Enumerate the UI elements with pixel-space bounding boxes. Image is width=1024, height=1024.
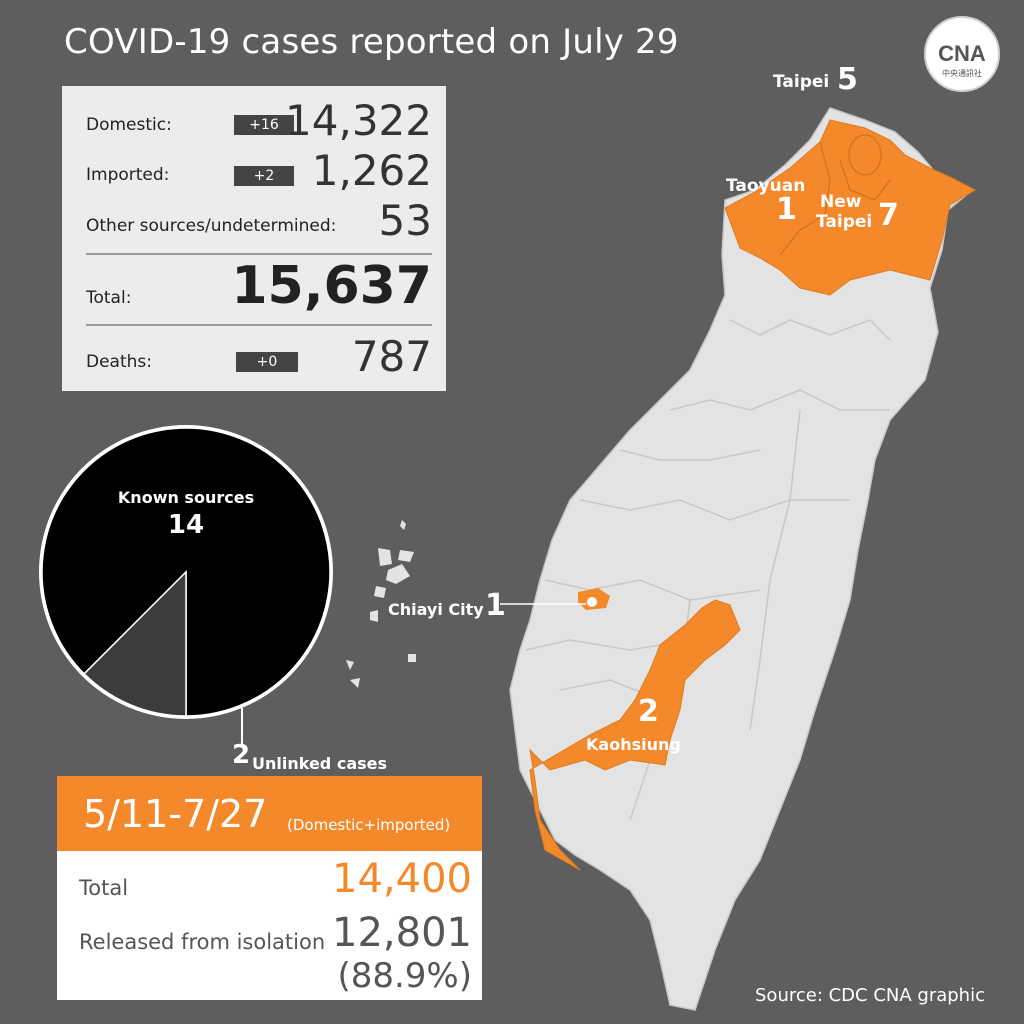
- other-row: Other sources/undetermined: 53: [86, 196, 432, 245]
- period-range: 5/11-7/27: [83, 792, 268, 836]
- domestic-change-badge: +16: [234, 115, 294, 135]
- kaohsiung-highlight-region: [529, 599, 741, 871]
- domestic-value: 14,322: [285, 96, 432, 145]
- pie-slice-unlinked-cases: [83, 570, 187, 717]
- taiwan-map: Taipei 5 Taoyuan 1 New Taipei 7 Chiayi C…: [330, 62, 1024, 1024]
- case-stats-panel: Domestic: +16 14,322 Imported: +2 1,262 …: [62, 86, 446, 391]
- taoyuan-cases: 1: [776, 192, 797, 227]
- northern-county-borders: [779, 134, 891, 256]
- logo-subtext: 中央通訊社: [942, 68, 982, 78]
- domestic-row: Domestic: +16 14,322: [86, 96, 432, 145]
- other-value: 53: [378, 196, 432, 245]
- divider: [86, 324, 432, 326]
- taiwan-island: [509, 107, 972, 1011]
- new-taipei-cases: 7: [878, 198, 899, 233]
- pie-svg: [39, 425, 333, 719]
- known-sources-label: Known sources: [117, 488, 255, 507]
- imported-label: Imported:: [86, 165, 170, 185]
- deaths-change-badge: +0: [236, 352, 298, 372]
- released-value: 12,801: [332, 910, 472, 956]
- page-title: COVID-19 cases reported on July 29: [64, 22, 679, 62]
- unlinked-label: Unlinked cases: [252, 754, 388, 773]
- imported-row: Imported: +2 1,262: [86, 146, 432, 195]
- source-credit: Source: CDC CNA graphic: [755, 985, 985, 1006]
- chiayi-label: Chiayi City: [388, 600, 484, 619]
- imported-change-badge: +2: [234, 166, 294, 186]
- other-label: Other sources/undetermined:: [86, 216, 337, 236]
- released-label: Released from isolation: [79, 930, 326, 954]
- source-pie-chart: Known sources 14: [38, 424, 334, 720]
- deaths-row: Deaths: +0 787: [86, 332, 432, 381]
- taoyuan-label: Taoyuan: [726, 176, 806, 196]
- logo-text: CNA: [938, 41, 986, 66]
- deaths-value: 787: [351, 332, 432, 381]
- deaths-label: Deaths:: [86, 352, 152, 372]
- taipei-label: Taipei: [773, 72, 830, 92]
- divider: [86, 253, 432, 255]
- period-total-value: 14,400: [332, 856, 472, 902]
- northern-highlight-region: [724, 119, 977, 296]
- period-summary-panel: 5/11-7/27 (Domestic+imported) Total 14,4…: [57, 776, 482, 1000]
- imported-value: 1,262: [311, 146, 432, 195]
- cna-logo-icon: CNA 中央通訊社: [924, 16, 1000, 92]
- new-taipei-label-line2: Taipei: [816, 212, 873, 232]
- chiayi-cases: 1: [485, 588, 506, 623]
- unlinked-value: 2: [232, 740, 251, 770]
- kaohsiung-cases: 2: [638, 694, 659, 729]
- taiwan-map-svg: [346, 107, 977, 1011]
- released-percent: (88.9%): [337, 956, 472, 996]
- period-note: (Domestic+imported): [287, 816, 451, 834]
- period-total-label: Total: [79, 876, 129, 900]
- known-sources-value: 14: [167, 510, 205, 540]
- period-header: 5/11-7/27 (Domestic+imported): [57, 776, 482, 851]
- new-taipei-label-line1: New: [820, 192, 862, 212]
- total-label: Total:: [86, 288, 132, 308]
- total-value: 15,637: [231, 256, 432, 316]
- kaohsiung-label: Kaohsiung: [586, 735, 681, 754]
- penghu-islands: [346, 520, 416, 688]
- domestic-label: Domestic:: [86, 115, 172, 135]
- chiayi-marker: [587, 597, 597, 607]
- cna-logo: CNA 中央通訊社: [920, 14, 1004, 98]
- taipei-cases: 5: [837, 62, 858, 97]
- total-row: Total: 15,637: [86, 256, 432, 322]
